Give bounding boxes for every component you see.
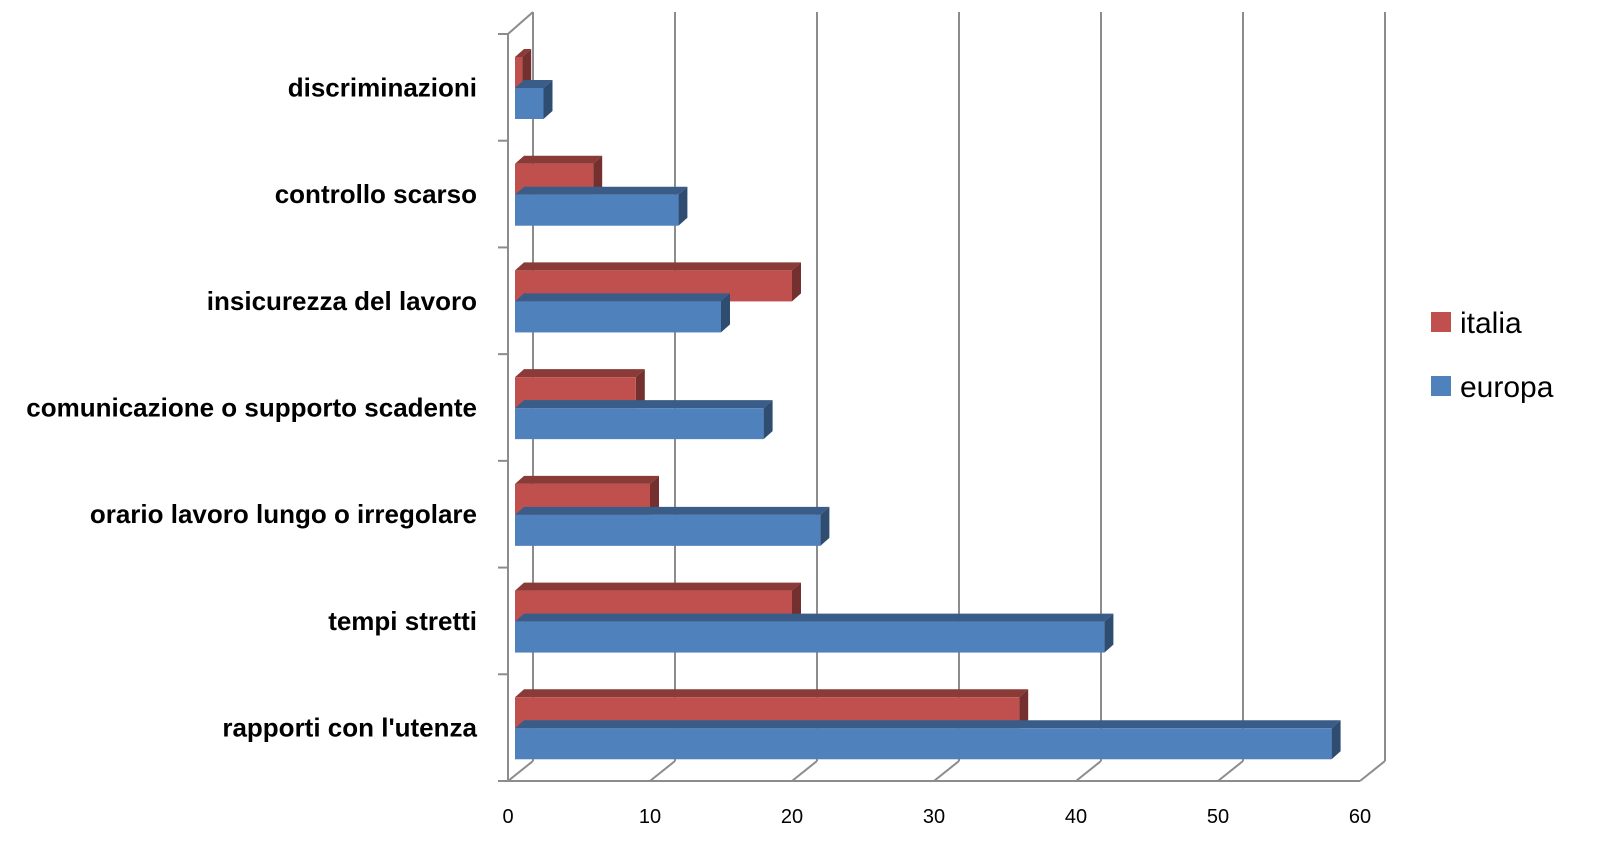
bars <box>515 49 1341 760</box>
axes <box>498 11 1360 782</box>
legend-swatch-europa <box>1431 376 1451 396</box>
floor-gridline <box>507 760 534 782</box>
category-labels: rapporti con l'utenza tempi stretti orario… <box>26 72 477 742</box>
category-label: orario lavoro lungo o irregolare <box>90 499 477 529</box>
category-label: tempi stretti <box>328 606 477 636</box>
bar-europa <box>515 720 1341 760</box>
bar-europa <box>515 293 730 333</box>
x-tick-label: 60 <box>1349 806 1371 828</box>
x-tick-label: 40 <box>1065 806 1087 828</box>
legend-swatch-italia <box>1431 312 1451 332</box>
x-tick-labels: 0 10 20 30 40 50 60 <box>502 806 1371 828</box>
floor-gridline <box>1075 760 1102 782</box>
category-label: rapporti con l'utenza <box>222 713 477 743</box>
x-tick-label: 30 <box>923 806 945 828</box>
floor-gridline <box>933 760 960 782</box>
gridlines <box>507 12 1386 782</box>
x-tick-label: 20 <box>781 806 803 828</box>
category-label: controllo scarso <box>275 179 477 209</box>
category-label: discriminazioni <box>288 72 477 102</box>
x-tick-label: 10 <box>639 806 661 828</box>
bar-italia <box>515 49 532 88</box>
x-tick-label: 0 <box>502 806 513 828</box>
legend-label-italia: italia <box>1460 307 1522 340</box>
bar-europa <box>515 506 830 546</box>
bar-europa <box>515 80 553 119</box>
y-axis-top-edge <box>507 11 534 35</box>
category-label: insicurezza del lavoro <box>207 286 477 316</box>
floor-gridline <box>1217 760 1244 782</box>
bar-europa <box>515 400 773 440</box>
bar-europa <box>515 613 1114 653</box>
floor-gridline <box>649 760 676 782</box>
legend-label-europa: europa <box>1460 371 1554 404</box>
legend: italia europa <box>1431 307 1554 404</box>
bar-europa <box>515 186 688 226</box>
floor-gridline <box>1359 760 1386 782</box>
floor-gridline <box>791 760 818 782</box>
x-tick-label: 50 <box>1207 806 1229 828</box>
category-label: comunicazione o supporto scadente <box>26 393 477 423</box>
